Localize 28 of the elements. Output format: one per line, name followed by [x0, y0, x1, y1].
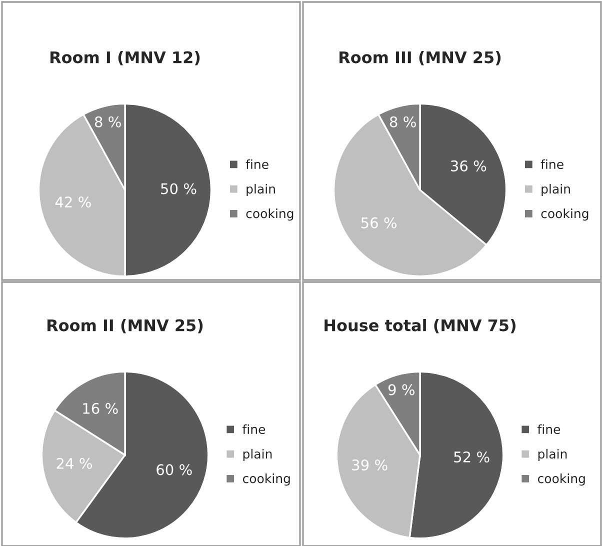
legend-label: fine — [540, 159, 564, 170]
data-label: 24 % — [56, 458, 92, 469]
data-label: 36 % — [450, 160, 486, 172]
chart-title: Room II (MNV 25) — [48, 318, 203, 334]
chart-title: Room I (MNV 12) — [50, 50, 200, 66]
data-label: 56 % — [361, 217, 397, 228]
legend-label: cooking — [242, 474, 290, 486]
data-label: 8 % — [390, 116, 416, 128]
legend-label: fine — [246, 159, 268, 170]
legend-label: cooking — [538, 474, 585, 486]
legend-label: plain — [542, 184, 570, 196]
legend-label: cooking — [246, 208, 294, 221]
data-label: 16 % — [83, 402, 118, 414]
legend-label: plain — [246, 184, 275, 196]
data-label: 50 % — [161, 183, 196, 194]
chart-title: House total (MNV 75) — [324, 318, 516, 334]
legend-label: plain — [243, 448, 272, 462]
data-label: 42 % — [55, 196, 91, 208]
data-label: 9 % — [388, 384, 414, 396]
legend-label: fine — [242, 424, 266, 434]
data-label: 52 % — [454, 451, 490, 462]
data-label: 8 % — [94, 116, 121, 128]
legend-label: fine — [538, 424, 560, 434]
legend-label: plain — [538, 448, 567, 462]
legend-label: cooking — [541, 208, 588, 221]
data-label: 39 % — [352, 459, 388, 470]
chart-title: Room III (MNV 25) — [340, 50, 501, 66]
data-label: 60 % — [156, 464, 192, 476]
